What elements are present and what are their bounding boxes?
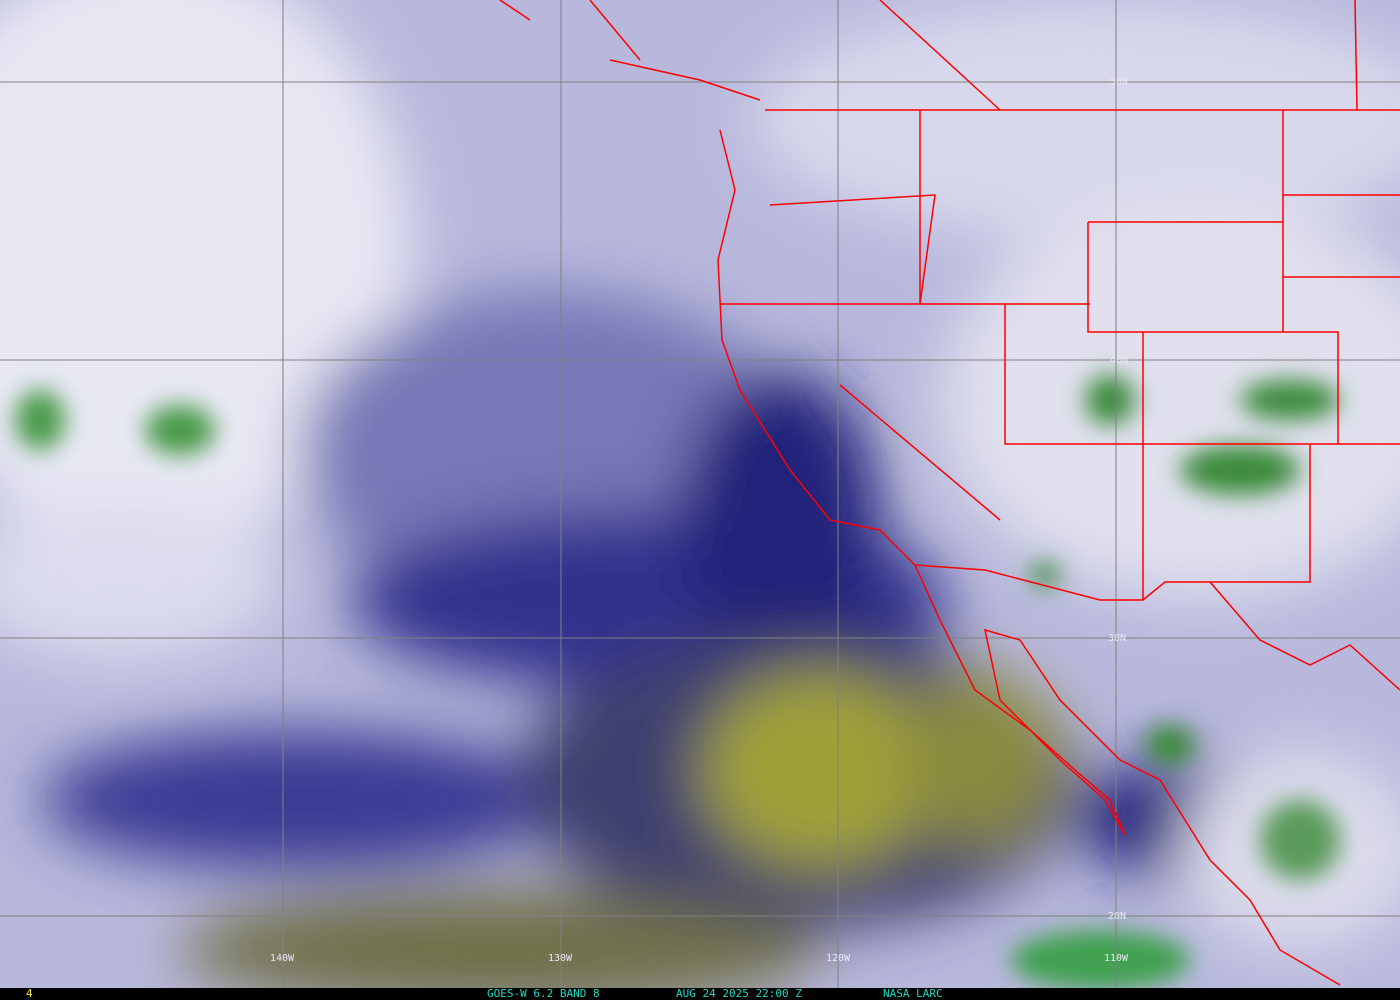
lat-label-20n: 20N: [1108, 911, 1126, 922]
info-bar: 4 GOES-W 6.2 BAND 8 AUG 24 2025 22:00 Z …: [0, 987, 1400, 1000]
lat-label-50n: 50N: [1110, 77, 1128, 88]
frame-number: 4: [26, 987, 33, 1000]
satellite-band: GOES-W 6.2 BAND 8: [487, 987, 600, 1000]
lon-label-140w: 140W: [270, 953, 295, 964]
cloud-tops: [15, 375, 1340, 988]
lat-label-30n: 30N: [1108, 633, 1126, 644]
lat-label-40n: 40N: [1110, 355, 1128, 366]
credit: NASA LARC: [883, 987, 943, 1000]
grid-labels: 140W 130W 120W 110W 50N 40N 30N 20N: [270, 77, 1129, 964]
political-boundaries: [499, 0, 1400, 986]
lon-label-120w: 120W: [826, 953, 851, 964]
lon-label-130w: 130W: [548, 953, 573, 964]
lon-label-110w: 110W: [1104, 953, 1129, 964]
datetime: AUG 24 2025 22:00 Z: [676, 987, 802, 1000]
